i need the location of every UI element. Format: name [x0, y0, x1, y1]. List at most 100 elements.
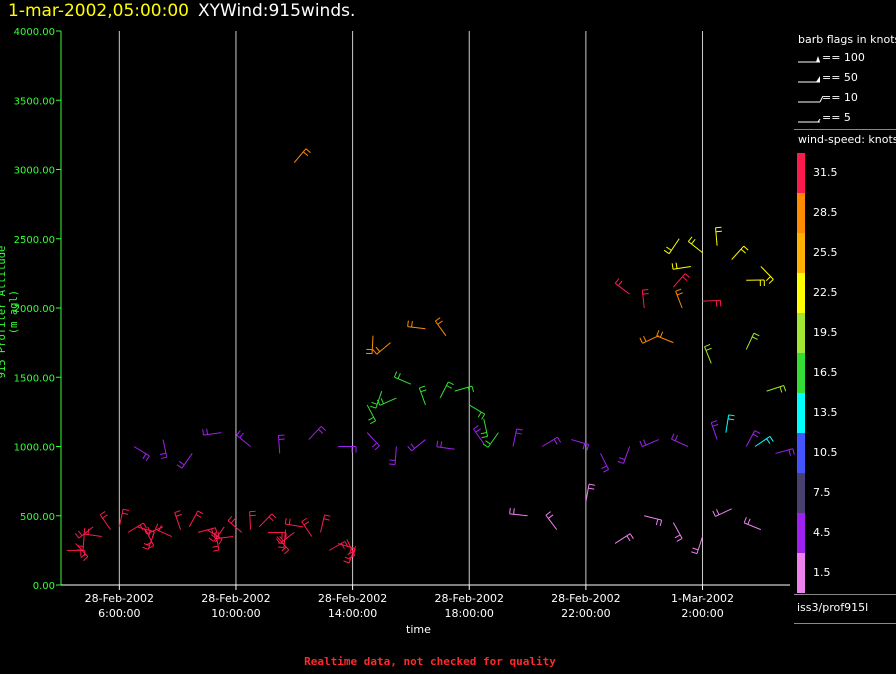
wind-barb: [571, 439, 590, 451]
barb-flag: [586, 444, 590, 451]
barb-shaft: [585, 484, 590, 502]
barb-flag: [727, 418, 735, 421]
barb-shaft: [512, 428, 518, 447]
barb-flag: [711, 420, 718, 424]
barb-shaft: [249, 511, 252, 530]
speed-legend-title: wind-speed: knots: [798, 133, 896, 146]
barb-shaft: [715, 508, 732, 517]
barb-flag: [639, 337, 643, 344]
barb-flag: [370, 420, 376, 425]
barb-shaft: [541, 436, 558, 447]
wind-barb: [760, 266, 774, 284]
barb-flag: [154, 523, 159, 530]
speed-level-row: 1.5: [794, 553, 896, 593]
barb-shaft: [215, 536, 234, 540]
barb-flag: [143, 543, 150, 546]
barb-flag: [217, 532, 220, 539]
barb-flag: [751, 336, 758, 340]
wind-barb: [731, 245, 749, 260]
barb-flag: [475, 428, 481, 433]
grid-layer: [118, 31, 704, 585]
wind-barb: [301, 517, 313, 537]
barb-shaft: [136, 526, 155, 533]
barb-flag: [268, 516, 274, 522]
barb-flag: [74, 533, 80, 539]
barb-flag: [284, 549, 290, 555]
barb-flag: [643, 335, 647, 342]
wind-barb: [663, 238, 680, 255]
barb-legend-100: == 100: [794, 49, 896, 69]
wind-barb: [276, 536, 290, 555]
barb-flag: [513, 508, 515, 515]
x-tick-time: 6:00:00: [98, 607, 140, 620]
wind-barb: [366, 335, 374, 355]
barb-flag: [618, 280, 623, 287]
wind-barb: [293, 148, 311, 163]
x-tick-date: 28-Feb-2002: [551, 592, 620, 605]
station-label: iss3/prof915l: [797, 601, 869, 614]
barb-shaft: [725, 414, 730, 433]
barb-flag: [553, 439, 558, 445]
barb-flag: [160, 456, 167, 459]
y-tick-label: 3000.00: [14, 166, 55, 177]
wind-barb: [176, 453, 193, 469]
wind-barb: [276, 531, 295, 544]
y-tick-label: 0.00: [33, 581, 55, 592]
barb-legend-icon: [798, 95, 824, 103]
barb-flag: [712, 423, 719, 427]
barb-flag: [766, 438, 771, 444]
barb-flag: [666, 246, 672, 251]
wind-barb: [320, 514, 331, 533]
barb-flag: [448, 381, 454, 386]
speed-swatch: [797, 353, 805, 393]
barb-flag: [482, 443, 489, 448]
barb-shaft: [600, 453, 610, 470]
barb-flag: [393, 371, 398, 378]
barb-flag: [174, 510, 181, 514]
barb-shaft: [293, 148, 307, 163]
barb-flag: [675, 262, 678, 269]
barb-shaft: [99, 514, 111, 530]
barb-legend-label: == 10: [822, 91, 858, 104]
quality-footer: Realtime data, not checked for quality: [304, 655, 556, 668]
barb-flag: [87, 528, 90, 535]
barb-shaft: [704, 346, 712, 364]
wind-barb: [585, 483, 596, 502]
speed-level-label: 25.5: [813, 246, 838, 259]
barb-flag: [122, 508, 130, 511]
x-tick-time: 22:00:00: [561, 607, 610, 620]
wind-barb: [338, 446, 357, 453]
barb-flag: [78, 530, 83, 536]
barb-flag: [754, 430, 761, 434]
barb-shaft: [394, 376, 412, 385]
barb-flag: [142, 546, 149, 550]
barb-flag: [277, 546, 285, 549]
barb-shaft: [379, 397, 397, 406]
speed-level-label: 22.5: [813, 286, 838, 299]
barb-flag: [516, 428, 523, 431]
speed-swatch: [797, 273, 805, 313]
barb-flag: [779, 386, 783, 393]
wind-barb: [710, 420, 719, 440]
barb-shaft: [745, 430, 756, 447]
barb-flag: [83, 528, 86, 535]
wind-barb: [754, 436, 774, 447]
wind-barb: [639, 335, 659, 344]
barb-shaft: [439, 381, 449, 399]
barb-flag: [446, 385, 453, 389]
barb-shaft: [78, 526, 94, 539]
barb-flag: [305, 148, 311, 154]
barb-flag: [588, 487, 595, 490]
barb-flag: [372, 349, 378, 355]
wind-barb: [743, 517, 762, 531]
barb-shaft: [702, 299, 721, 302]
barb-shaft: [671, 438, 689, 447]
barb-flag: [175, 513, 182, 517]
x-axis-label: time: [406, 623, 431, 636]
barb-shaft: [394, 446, 397, 465]
y-tick-label: 2500.00: [14, 235, 55, 246]
axis-layer: 0.00 500.00 1000.00 1500.00 2000.00 2500.00 30…: [14, 27, 790, 620]
barb-flag: [659, 331, 664, 338]
wind-barb: [202, 428, 222, 436]
